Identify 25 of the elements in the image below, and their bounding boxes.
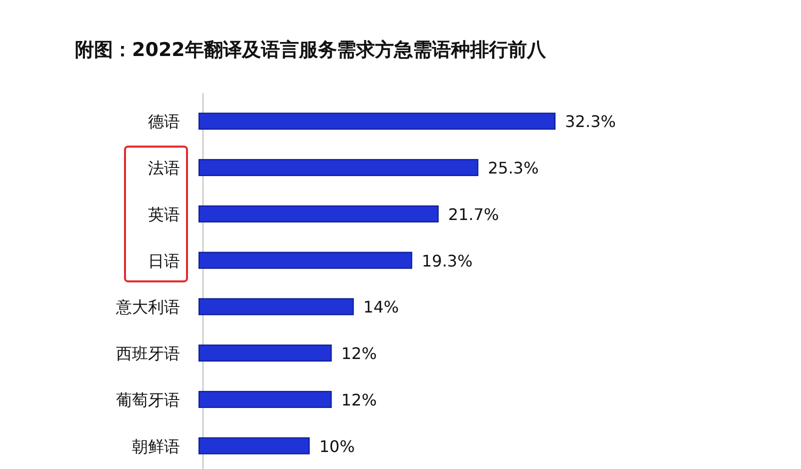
bar — [198, 112, 556, 130]
bar — [198, 298, 354, 316]
bar — [198, 205, 439, 222]
bar — [198, 437, 310, 454]
y-tick-label: 朝鲜语 — [132, 436, 180, 456]
data-label: 12% — [341, 344, 377, 364]
bar — [198, 159, 478, 176]
data-label: 12% — [341, 390, 377, 410]
chart-title: 附图：2022年翻译及语言服务需求方急需语种排行前八 — [75, 39, 547, 61]
data-label: 14% — [363, 298, 399, 317]
y-tick-label: 英语 — [148, 204, 180, 224]
data-label: 32.3% — [565, 112, 616, 132]
y-tick-label: 西班牙语 — [116, 344, 180, 364]
data-label: 10% — [319, 436, 355, 456]
bar — [198, 252, 412, 269]
data-label: 25.3% — [488, 158, 539, 178]
y-tick-label: 日语 — [148, 251, 180, 270]
bar — [198, 390, 332, 408]
bar — [198, 344, 332, 362]
y-tick-label: 意大利语 — [115, 298, 180, 317]
data-label: 21.7% — [448, 204, 499, 224]
y-tick-label: 德语 — [148, 112, 180, 132]
y-tick-label: 法语 — [148, 158, 180, 178]
y-tick-label: 葡萄牙语 — [116, 390, 180, 410]
data-label: 19.3% — [422, 251, 473, 270]
